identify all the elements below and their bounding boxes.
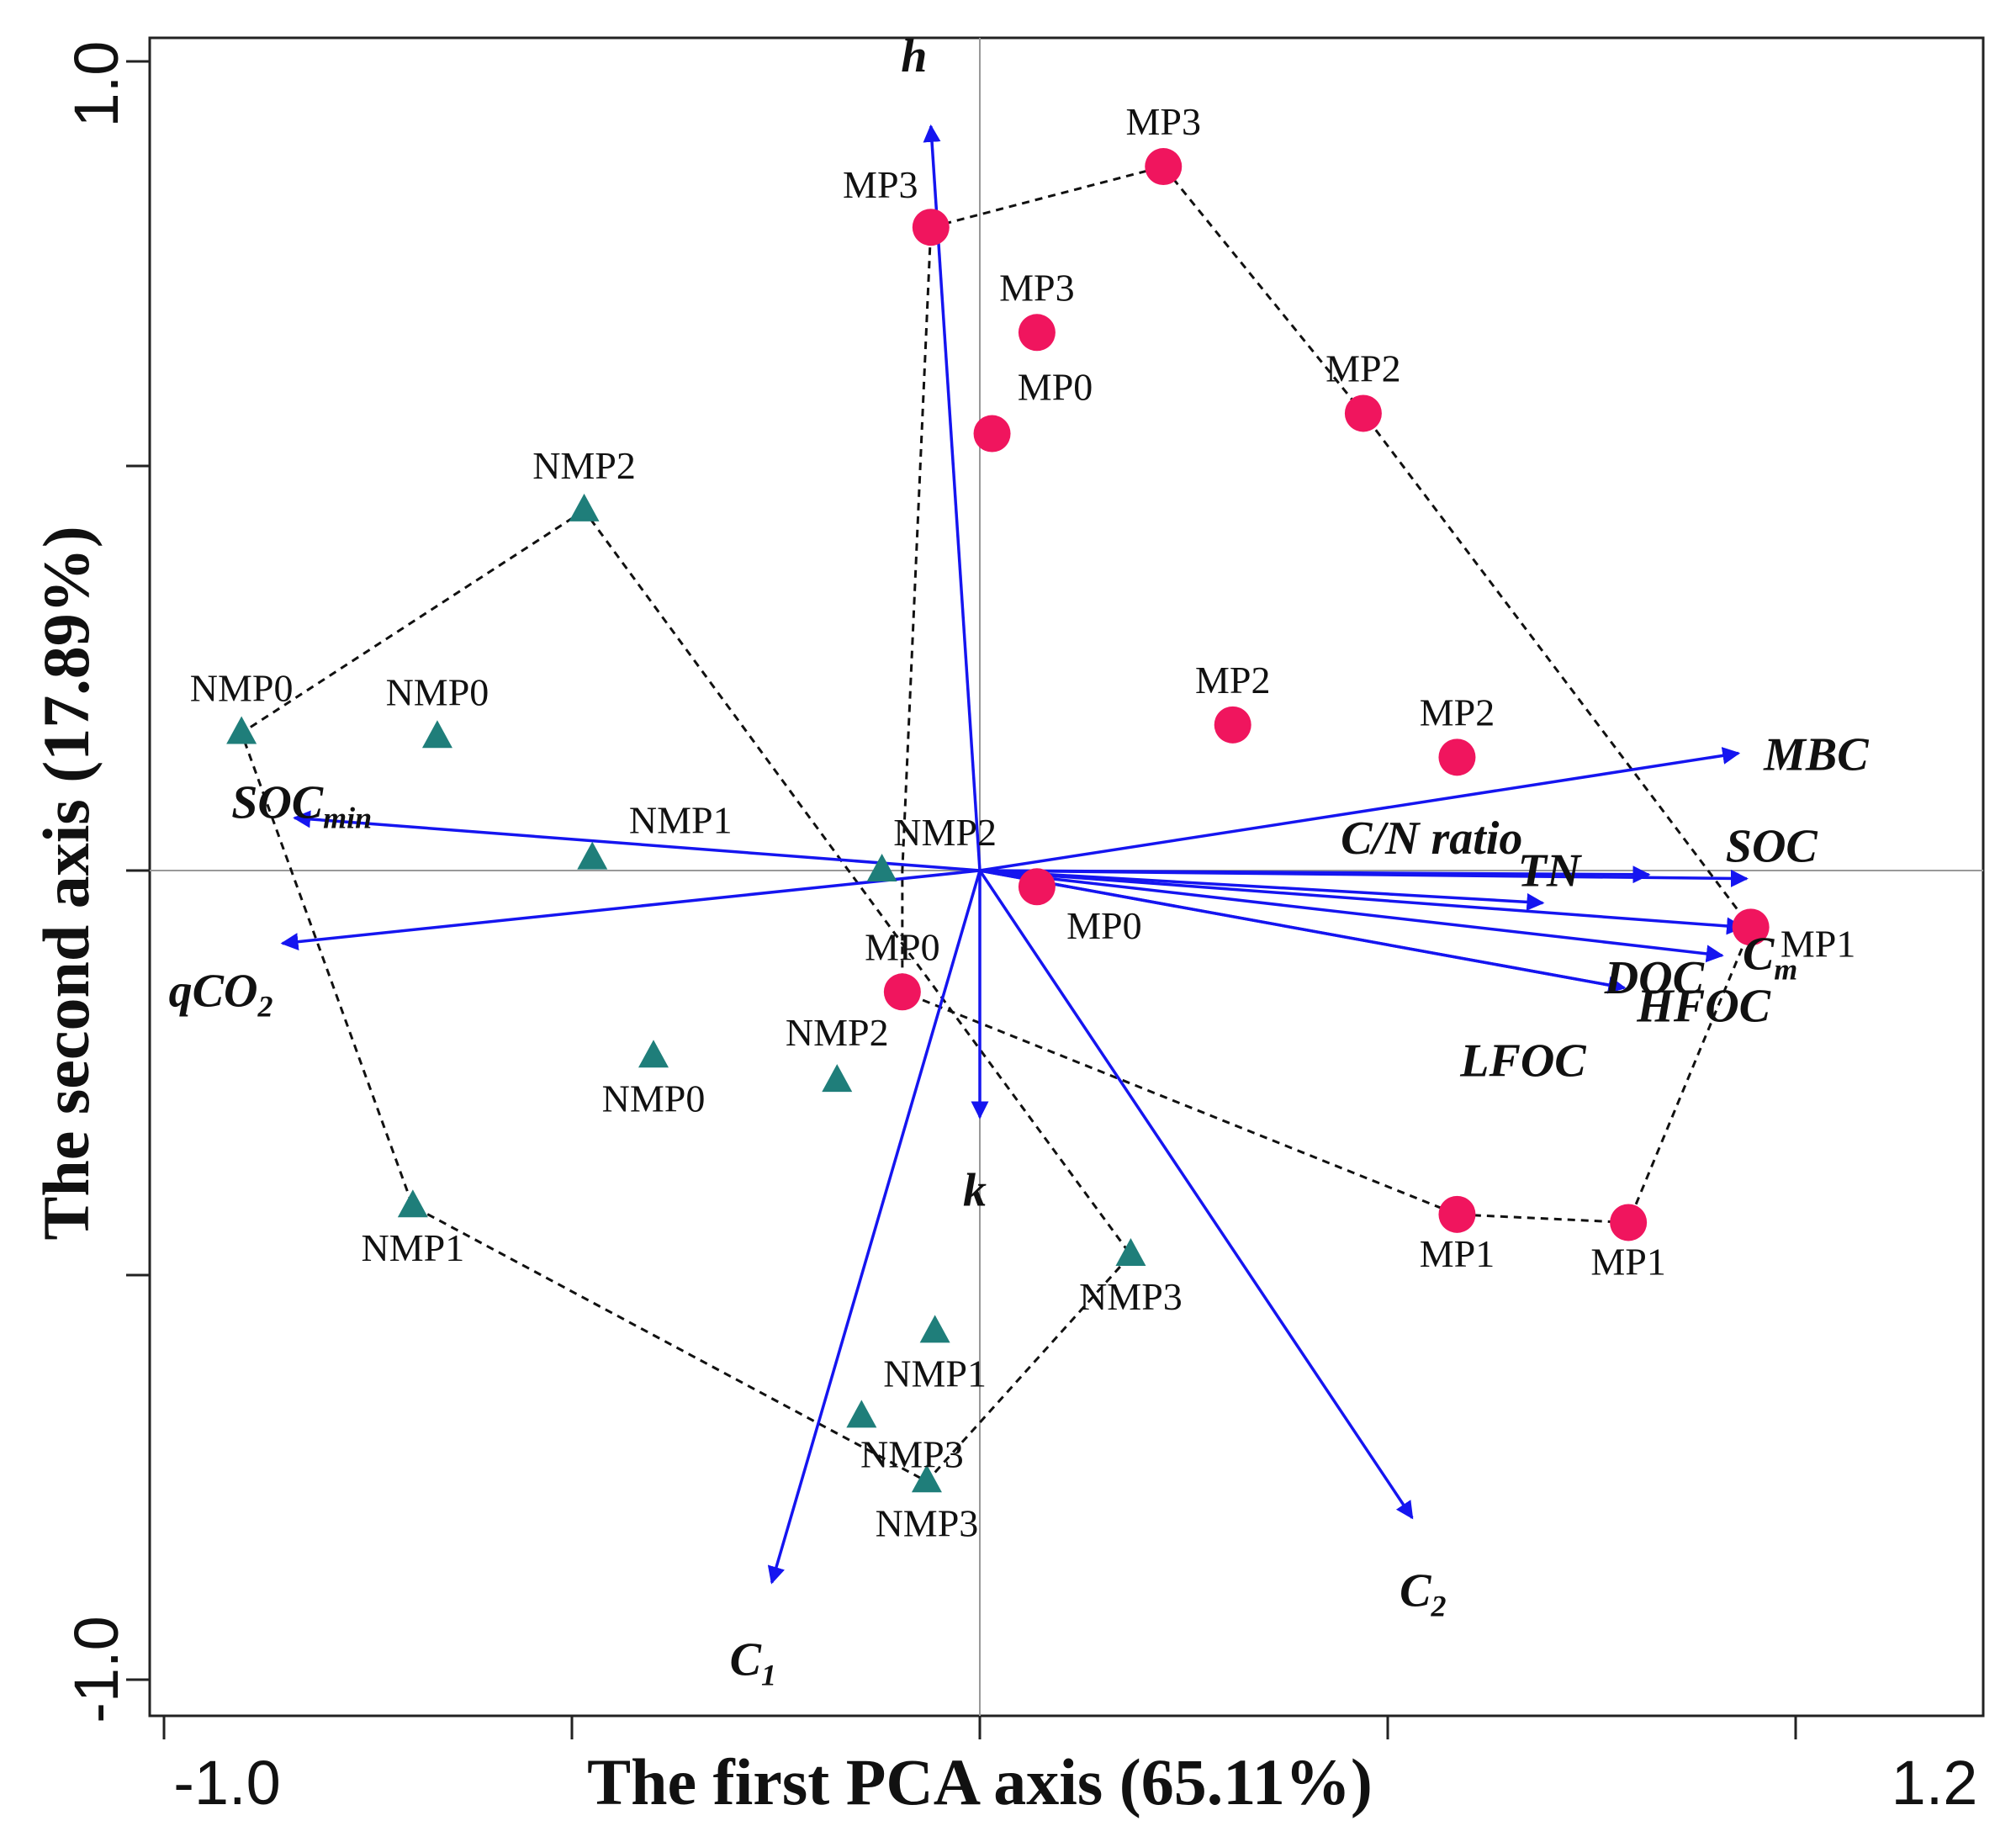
nmp-point [421,720,452,749]
point-label: NMP0 [386,670,489,713]
point-label: MP2 [1420,691,1495,733]
point-label: NMP2 [532,444,636,487]
mp-point [912,209,950,246]
nmp-point [866,854,897,881]
nmp-point [638,1040,669,1068]
mp-point [1610,1204,1648,1241]
loading-arrow-socmin [293,810,981,872]
x-axis-title: The first PCA axis (65.11%) [587,1745,1373,1818]
loading-arrow-doc [979,869,1724,963]
point-label: NMP1 [361,1226,464,1269]
loading-arrow-soc [979,869,1749,887]
sample-points [226,148,1770,1493]
plot-frame [148,36,1985,1718]
point-label: NMP3 [1079,1275,1183,1318]
mp-point [1438,1195,1476,1233]
nmp-point [919,1315,950,1343]
y-axis-title: The second axis (17.89%) [29,526,103,1240]
variable-label-c2: C2 [1400,1565,1446,1623]
variable-label-hfoc: HFOC [1636,980,1770,1032]
variable-label-doc: DOC [1604,952,1705,1004]
point-label: MP2 [1195,659,1270,701]
mp-point [1438,738,1476,776]
point-label: MP1 [1590,1240,1665,1283]
nmp-point [397,1189,428,1218]
y-tick-label-max: 1.0 [61,41,131,128]
point-label: NMP3 [860,1432,964,1475]
point-label: NMP1 [883,1352,987,1395]
point-label: NMP0 [602,1077,706,1119]
point-label: NMP2 [893,811,997,854]
variable-label-c1: C1 [730,1634,776,1692]
variable-label-socmin: SOCmin [231,776,372,834]
point-label: MP1 [1781,922,1855,965]
point-label: MP3 [999,266,1074,309]
loading-arrow-h [923,124,982,871]
y-tick-label-min: -1.0 [61,1616,131,1723]
axis-ticks [126,60,1797,1739]
variable-label-h: h [901,30,927,82]
mp-point [883,973,921,1011]
variable-label-soc: SOC [1726,821,1818,873]
mp-point [1018,868,1056,906]
x-tick-label-min: -1.0 [173,1748,281,1818]
sample-labels: MP3 MP3 MP3 MP0 MP2 MP2 MP2 MP0 MP0 MP1 MP1 MP1 NMP2… [190,100,1856,1544]
variable-label-tn: TN [1518,844,1583,897]
x-tick-label-max: 1.2 [1892,1748,1978,1818]
nmp-point [846,1400,877,1428]
loading-arrow-qco2 [280,869,981,951]
mp-point [973,415,1011,453]
mp-point [1732,908,1770,946]
point-label: NMP2 [786,1011,889,1054]
nmp-point [226,716,257,744]
loading-arrow-tn [979,869,1545,911]
point-label: NMP0 [190,666,294,709]
point-label: NMP3 [876,1501,979,1544]
hull-nmp [240,509,1133,1484]
loading-arrow-cm [979,869,1745,935]
loading-arrows [280,124,1749,1585]
point-label: MP2 [1325,347,1400,389]
nmp-point [577,841,608,870]
variable-label-mbc: MBC [1763,729,1869,781]
mp-point [1214,706,1251,744]
point-label: MP0 [1066,904,1141,947]
variable-label-lfoc: LFOC [1459,1035,1586,1087]
variable-label-cm: Cm [1743,928,1797,986]
nmp-point [822,1064,853,1093]
point-label: MP1 [1420,1232,1495,1275]
point-label: MP0 [865,925,939,968]
loading-arrow-c1 [767,870,982,1585]
nmp-point [911,1464,942,1493]
variable-label-c-n-ratio: C/N ratio [1341,812,1522,865]
point-label: MP3 [1126,100,1201,143]
mp-point [1018,314,1056,352]
variable-label-qco2: qCO2 [169,966,273,1024]
mp-point [1344,394,1382,432]
point-label: MP3 [843,163,918,206]
mp-point [1145,148,1183,186]
point-label: MP0 [1018,366,1093,409]
nmp-point [1115,1237,1146,1266]
nmp-point [569,493,600,521]
loading-arrow-c2 [978,870,1414,1520]
loading-arrow-lfoc [979,869,1627,994]
point-label: NMP1 [629,799,733,842]
variable-label-k: k [963,1164,987,1216]
loading-arrow-mbc [979,747,1741,872]
